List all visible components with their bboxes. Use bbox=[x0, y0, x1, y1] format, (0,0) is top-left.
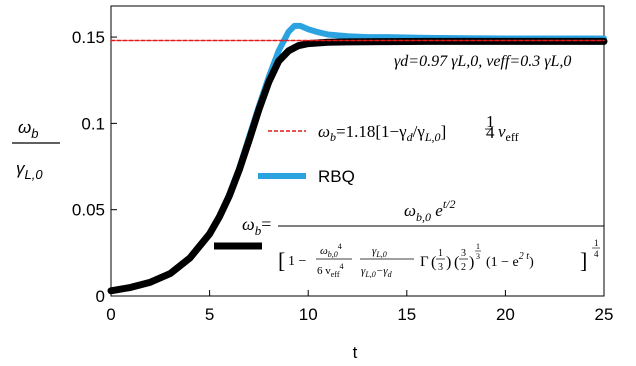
legend-item-dashed: ωb=1.18[1−γd/γL,0] 1 4 veff bbox=[268, 112, 519, 144]
x-tick-label: 0 bbox=[106, 305, 115, 324]
svg-text:veff: veff bbox=[498, 122, 519, 144]
x-tick-label: 15 bbox=[397, 305, 416, 324]
svg-text:3: 3 bbox=[461, 248, 466, 259]
series-line-analytic bbox=[107, 37, 608, 295]
x-tick-label: 25 bbox=[595, 305, 614, 324]
y-axis-label: ωb γL,0 bbox=[12, 118, 60, 182]
y-tick-label: 0.1 bbox=[81, 114, 105, 133]
svg-text:(: ( bbox=[454, 254, 459, 271]
y-tick-label: 0.15 bbox=[72, 28, 105, 47]
svg-text:ωb=: ωb= bbox=[242, 214, 271, 238]
svg-text:6 veff4: 6 veff4 bbox=[317, 262, 343, 279]
svg-text:(1 − e2 t): (1 − e2 t) bbox=[486, 251, 534, 270]
svg-text:1 −: 1 − bbox=[288, 254, 307, 269]
plot-frame bbox=[110, 5, 605, 297]
svg-text:): ) bbox=[469, 254, 474, 271]
x-axis-label: t bbox=[353, 343, 358, 362]
svg-text:): ) bbox=[446, 254, 451, 271]
x-tick-label: 20 bbox=[496, 305, 515, 324]
svg-text:1: 1 bbox=[594, 238, 599, 248]
parameter-annotation: γd=0.97 γL,0, veff=0.3 γL,0 bbox=[394, 53, 571, 70]
svg-text:(: ( bbox=[431, 254, 436, 271]
legend-item-rbq: RBQ bbox=[258, 167, 355, 186]
svg-text:ωb: ωb bbox=[18, 118, 38, 141]
svg-text:ωb,0 et/2: ωb,0 et/2 bbox=[404, 197, 455, 224]
series-layer bbox=[107, 22, 608, 295]
svg-text:[: [ bbox=[278, 248, 285, 273]
y-label-den-sub: L,0 bbox=[25, 167, 44, 182]
svg-text:1: 1 bbox=[438, 248, 443, 259]
y-label-num: ω bbox=[18, 118, 31, 137]
svg-text:γL,0−γd: γL,0−γd bbox=[361, 265, 393, 279]
y-tick-label: 0 bbox=[96, 287, 105, 306]
svg-text:Γ: Γ bbox=[420, 254, 429, 270]
svg-text:ωb=1.18[1−γd/γL,0]: ωb=1.18[1−γd/γL,0] bbox=[318, 122, 446, 144]
svg-text:4: 4 bbox=[594, 249, 599, 259]
axis-ticks: 0 5 10 15 20 25 0 0.05 0.1 0.15 bbox=[72, 28, 614, 324]
x-tick-label: 10 bbox=[299, 305, 318, 324]
svg-text:]: ] bbox=[580, 248, 587, 273]
svg-text:3: 3 bbox=[476, 252, 480, 261]
svg-text:ωb,04: ωb,04 bbox=[320, 242, 342, 259]
y-tick-label: 0.05 bbox=[72, 201, 105, 220]
svg-text:4: 4 bbox=[486, 123, 495, 142]
y-label-num-sub: b bbox=[31, 126, 38, 141]
svg-text:1: 1 bbox=[476, 242, 480, 251]
y-label-den: γ bbox=[16, 159, 26, 178]
svg-text:1: 1 bbox=[486, 112, 495, 131]
svg-text:γL,0: γL,0 bbox=[16, 159, 43, 182]
svg-text:2: 2 bbox=[461, 262, 466, 273]
svg-text:3: 3 bbox=[438, 262, 443, 273]
svg-text:RBQ: RBQ bbox=[318, 167, 355, 186]
legend-item-analytic: ωb= ωb,0 et/2 [ 1 − ωb,04 6 veff4 γL,0 γ… bbox=[214, 197, 604, 279]
svg-text:γL,0: γL,0 bbox=[372, 245, 387, 259]
x-tick-label: 5 bbox=[205, 305, 214, 324]
